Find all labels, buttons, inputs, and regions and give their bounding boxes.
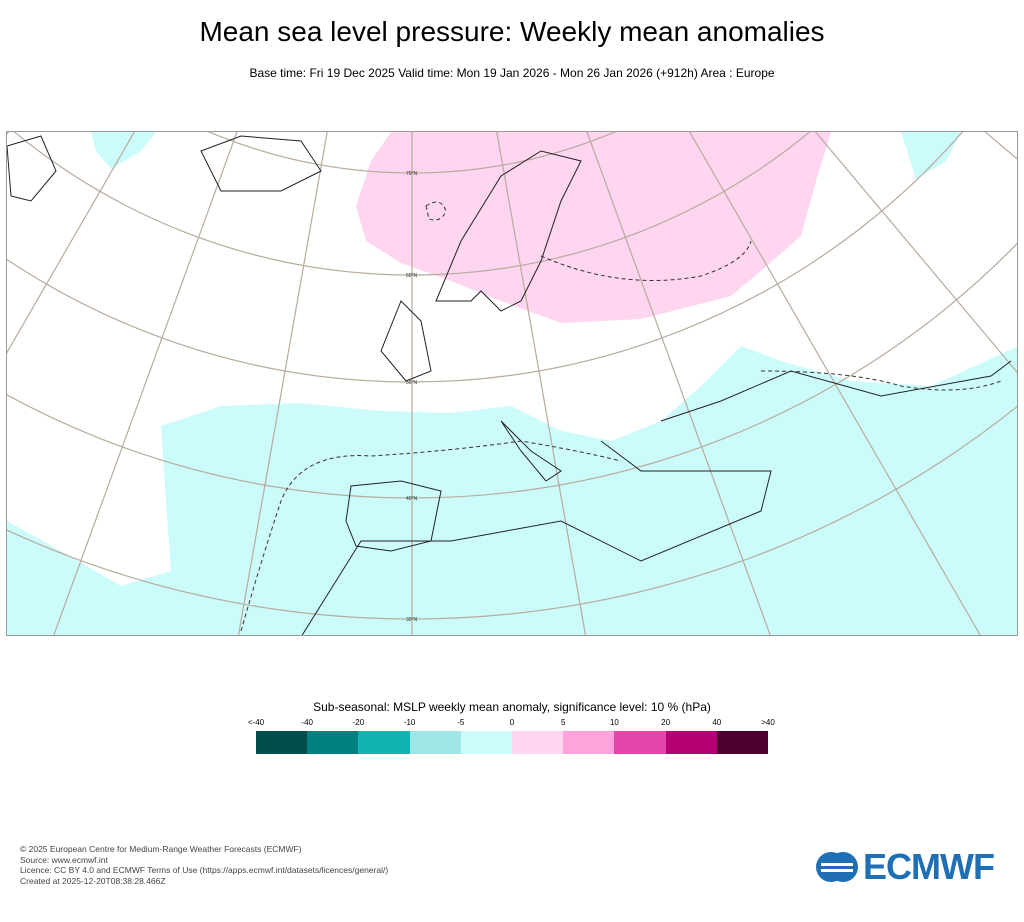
legend-tick-label: -40 bbox=[301, 718, 313, 727]
legend-tick-label: <-40 bbox=[247, 718, 265, 727]
coastlines bbox=[6, 135, 1012, 638]
footer: © 2025 European Centre for Medium-Range … bbox=[20, 844, 388, 886]
legend-tick-label: >40 bbox=[761, 718, 775, 727]
latitude-label: 60°N bbox=[406, 273, 418, 279]
meridian-line bbox=[0, 66, 173, 366]
latitude-label: 40°N bbox=[406, 496, 418, 502]
chart-title: Mean sea level pressure: Weekly mean ano… bbox=[199, 16, 825, 47]
legend-colorbar bbox=[256, 731, 769, 754]
created-at: Created at 2025-12-20T08:38:28.466Z bbox=[20, 875, 166, 886]
legend-title: Sub-seasonal: MSLP weekly mean anomaly, … bbox=[313, 700, 711, 714]
legend-swatch bbox=[307, 731, 359, 754]
source: Source: www.ecmwf.int bbox=[20, 854, 108, 865]
legend-swatch bbox=[460, 731, 513, 754]
legend-tick-label: 20 bbox=[661, 718, 671, 727]
licence: Licence: CC BY 4.0 and ECMWF Terms of Us… bbox=[20, 865, 389, 875]
legend-tick-label: 0 bbox=[509, 718, 515, 727]
legend-swatch bbox=[716, 731, 769, 754]
latitude-label: 70°N bbox=[406, 171, 418, 177]
latitude-label: 50°N bbox=[406, 380, 418, 386]
negative-anomaly-area bbox=[901, 132, 961, 179]
positive-anomaly-area bbox=[356, 132, 831, 323]
meridian-line bbox=[651, 66, 1013, 691]
legend-swatch bbox=[512, 731, 564, 754]
map: 70°N 60°N 50°N 40°N 30°N bbox=[0, 0, 1024, 851]
ecmwf-logo: ECMWF bbox=[815, 846, 995, 888]
logo-text: ECMWF bbox=[863, 846, 995, 887]
legend-ticks: <-40 -40 -20 -10 -5 0 5 10 20 40 >40 bbox=[248, 718, 775, 730]
legend-swatch bbox=[358, 731, 410, 754]
chart-subtitle: Base time: Fri 19 Dec 2025 Valid time: M… bbox=[249, 66, 775, 80]
negative-anomaly-area bbox=[7, 346, 1019, 637]
legend-swatch bbox=[256, 731, 308, 754]
legend-tick-label: -10 bbox=[403, 718, 416, 727]
latitude-label: 30°N bbox=[406, 617, 418, 623]
legend-tick-label: 5 bbox=[560, 718, 566, 727]
map-canvas: 70°N 60°N 50°N 40°N 30°N bbox=[0, 0, 1024, 851]
legend-swatch bbox=[614, 731, 666, 754]
meridian-line bbox=[7, 132, 44, 422]
copyright: © 2025 European Centre for Medium-Range … bbox=[20, 844, 302, 854]
meridian-line bbox=[0, 18, 104, 143]
significance-contour bbox=[240, 201, 1002, 632]
legend-swatch bbox=[409, 731, 461, 754]
legend-tick-label: 10 bbox=[609, 718, 619, 727]
legend-tick-label: 40 bbox=[712, 718, 722, 727]
legend-swatch bbox=[563, 731, 615, 754]
legend-tick-label: -20 bbox=[352, 718, 365, 727]
legend-swatch bbox=[665, 731, 717, 754]
ecmwf-logo-icon bbox=[816, 852, 858, 882]
legend-tick-label: -5 bbox=[457, 718, 465, 727]
